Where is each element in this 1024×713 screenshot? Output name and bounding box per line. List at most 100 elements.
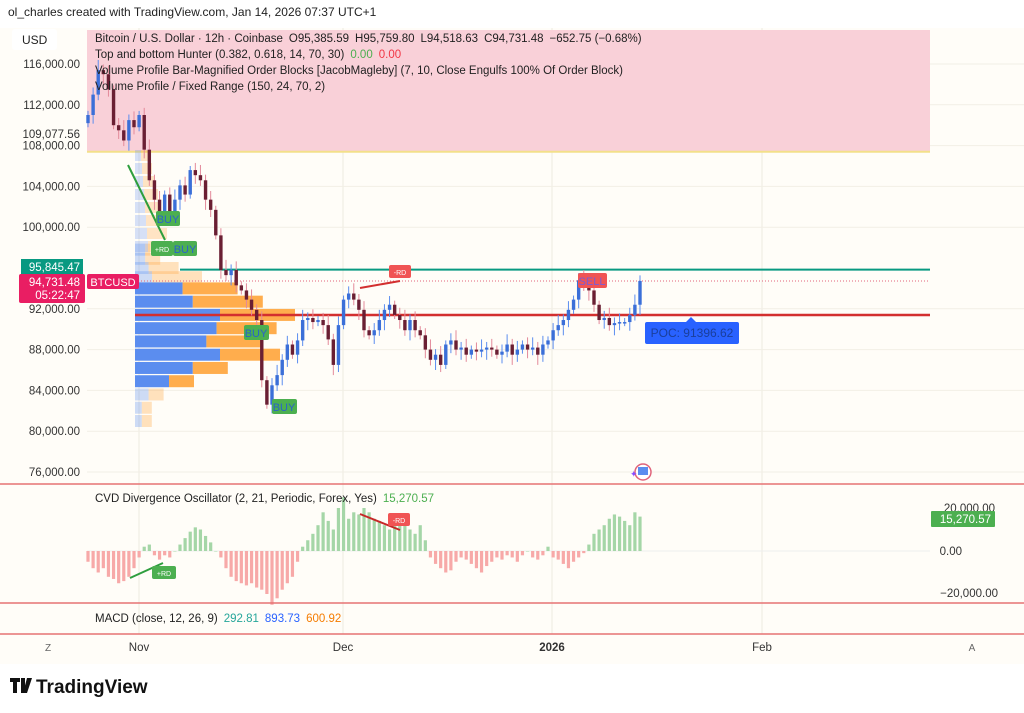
price-axis[interactable]: 116,000.00 112,000.00 108,000.00 104,000.00… (22, 59, 80, 479)
candle (495, 345, 499, 359)
legend-indicator-top-bottom-hunter[interactable]: Top and bottom Hunter (0.382, 0.618, 14,… (95, 49, 401, 61)
osc-bar (393, 518, 397, 551)
vp-sell-bar (220, 348, 280, 361)
candle (331, 333, 336, 376)
candle (551, 323, 555, 350)
osc-bar (387, 529, 392, 551)
auto-scale-a-button[interactable]: A (969, 643, 976, 654)
signal-buy-3: BUY (244, 325, 269, 340)
price-tick-label: 100,000.00 (22, 222, 80, 234)
candle (229, 264, 233, 286)
candle (137, 110, 141, 132)
candle (561, 314, 566, 336)
candle (536, 341, 540, 365)
currency-button[interactable]: USD (12, 29, 57, 50)
vp-buy-bar (135, 388, 149, 401)
osc-bar (582, 551, 586, 554)
candle (214, 205, 218, 240)
osc-bar (587, 544, 591, 551)
osc-bar (597, 529, 601, 551)
price-label-extra: 109,077.56 (22, 129, 80, 141)
vp-sell-bar (141, 401, 152, 414)
candle (490, 338, 494, 357)
osc-bar (490, 551, 494, 562)
price-tick-label: 88,000.00 (29, 345, 80, 357)
svg-text:+RD: +RD (157, 571, 171, 578)
osc-bar (168, 551, 172, 558)
candle (403, 309, 407, 336)
osc-bar (127, 551, 131, 577)
osc-bar (367, 512, 371, 551)
osc-bar (413, 533, 417, 551)
vp-buy-bar (135, 215, 146, 226)
osc-tick-bottom: −20,000.00 (940, 588, 998, 600)
macd-legend[interactable]: MACD (close, 12, 26, 9) 292.81 893.73 600.9… (95, 613, 341, 625)
vp-buy-bar (135, 271, 152, 284)
osc-bar (459, 551, 463, 558)
price-tick-label: 108,000.00 (22, 141, 80, 153)
osc-bar (541, 551, 545, 556)
candle (464, 338, 468, 362)
candle (382, 304, 387, 331)
osc-bar (183, 538, 187, 551)
osc-bar (193, 527, 197, 551)
osc-bar (106, 551, 111, 577)
candle (398, 307, 402, 329)
vp-sell-bar (169, 375, 194, 388)
candle (433, 349, 438, 370)
candle (449, 333, 453, 354)
osc-bar (188, 531, 192, 551)
candle (203, 174, 208, 210)
osc-bar (331, 529, 335, 551)
vp-buy-bar (135, 322, 217, 335)
price-tick-label: 116,000.00 (23, 59, 80, 71)
order-block-zone (87, 30, 930, 152)
candle (428, 339, 433, 366)
news-flag-icon[interactable]: ✦ (630, 463, 652, 481)
svg-text:BUY: BUY (273, 402, 296, 414)
auto-scale-z-button[interactable]: Z (45, 643, 51, 654)
osc-bar (536, 551, 540, 560)
osc-bar (249, 551, 254, 584)
candle (306, 312, 310, 331)
svg-text:POC: 91396.62: POC: 91396.62 (651, 326, 734, 340)
candle (617, 313, 622, 331)
signal-buy-4: BUY (272, 399, 297, 414)
legend-symbol[interactable]: Bitcoin / U.S. Dollar · 12h · Coinbase O9… (95, 33, 642, 45)
candle (336, 316, 341, 373)
legend-indicator-order-blocks[interactable]: Volume Profile Bar-Magnified Order Block… (95, 65, 623, 77)
candle (193, 162, 198, 184)
osc-bar (270, 551, 274, 605)
candle (444, 340, 448, 369)
signal-sell: SELL (578, 273, 607, 288)
osc-bar (163, 551, 167, 556)
candle (152, 174, 157, 210)
vp-buy-bar (135, 252, 146, 265)
osc-bar (566, 551, 571, 569)
osc-bar (602, 525, 606, 551)
osc-bar (439, 551, 443, 569)
candle (122, 120, 126, 147)
candle (408, 314, 412, 341)
svg-text:BUY: BUY (245, 328, 268, 340)
candle (438, 346, 443, 373)
legend-indicator-volume-profile[interactable]: Volume Profile / Fixed Range (150, 24, 7… (95, 81, 325, 93)
vp-sell-bar (141, 150, 149, 161)
vp-buy-bar (135, 241, 148, 252)
osc-bar (352, 512, 356, 551)
candle (111, 85, 116, 130)
osc-bar (86, 551, 90, 562)
candle (510, 338, 514, 365)
osc-tick-zero: 0.00 (940, 546, 962, 558)
candle (602, 310, 606, 329)
vp-buy-bar (135, 262, 149, 274)
poc-label: POC: 91396.62 (645, 317, 739, 344)
oscillator-value-label: 15,270.57 (931, 511, 995, 527)
osc-bar (244, 551, 249, 586)
svg-text:94,731.48: 94,731.48 (29, 277, 80, 289)
oscillator-legend[interactable]: CVD Divergence Oscillator (2, 21, Period… (95, 493, 434, 505)
osc-bar (525, 551, 530, 552)
osc-bar (326, 520, 330, 551)
vp-sell-bar (141, 415, 152, 427)
